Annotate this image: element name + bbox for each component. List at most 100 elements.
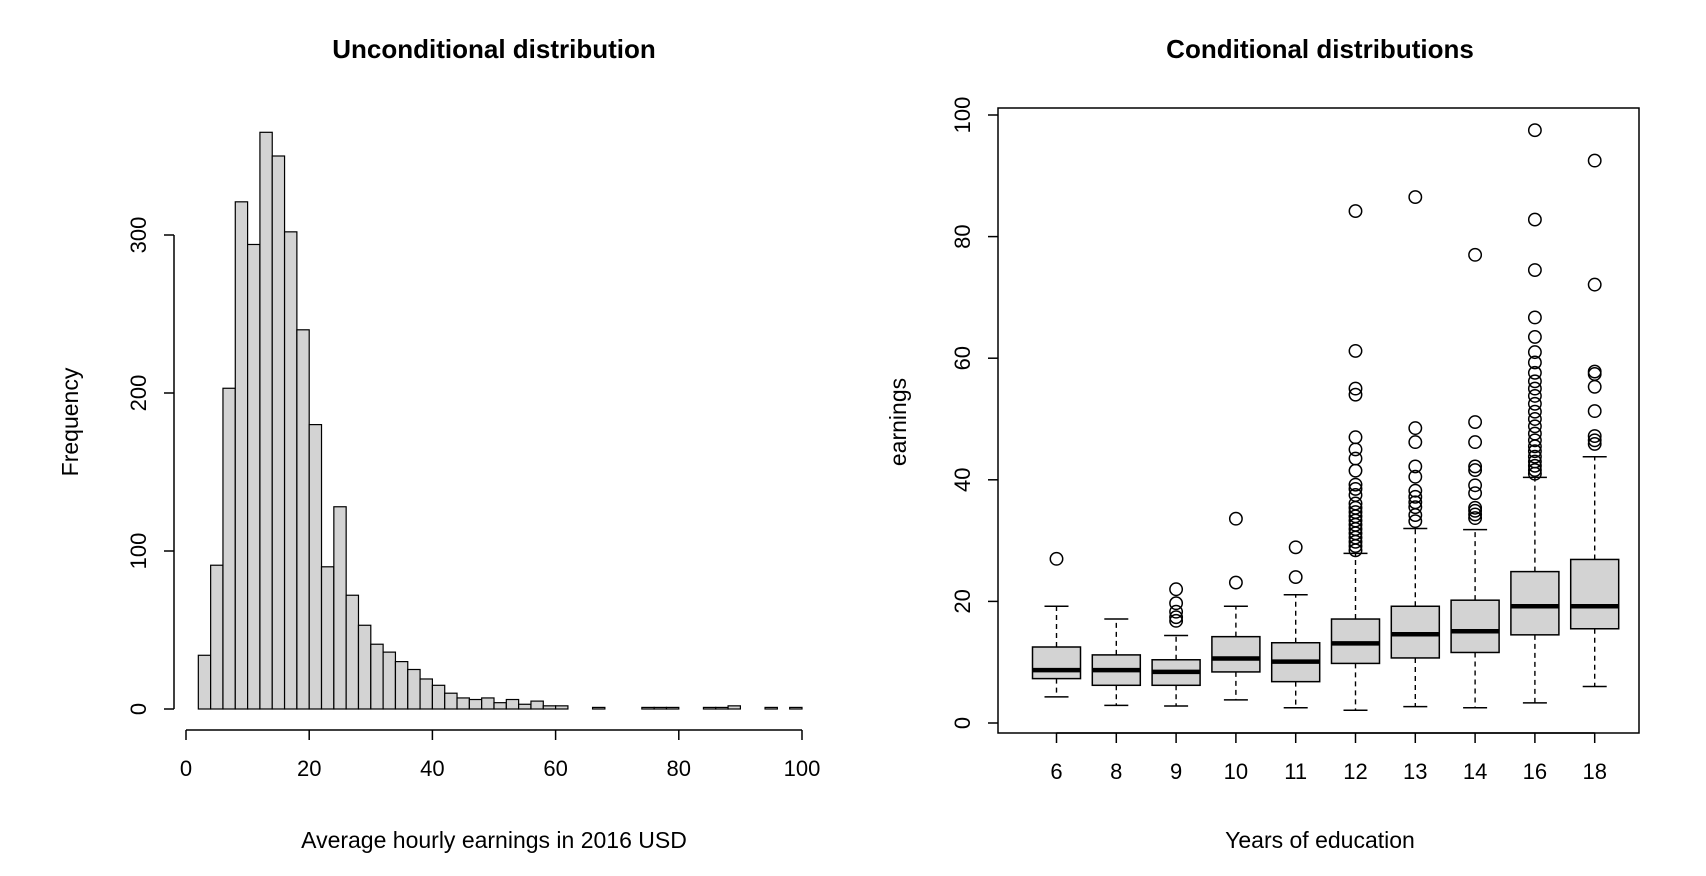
boxplot-outlier: [1587, 364, 1602, 379]
boxplot-outlier: [1527, 426, 1542, 441]
histogram-bar: [382, 651, 397, 710]
boxplot-outlier: [1468, 507, 1483, 522]
boxplot-box-group: [1569, 153, 1620, 688]
boxplot-outlier: [1527, 329, 1542, 344]
histogram-bar: [222, 387, 236, 710]
histogram-bar: [715, 706, 729, 710]
histogram-bar: [727, 705, 742, 710]
boxplot-outlier: [1527, 396, 1542, 411]
boxplot-outlier: [1527, 381, 1542, 396]
histogram-bar: [702, 706, 717, 710]
histogram-x-tick-label: 60: [543, 756, 567, 781]
histogram-bar: [764, 706, 778, 710]
histogram-bar: [345, 594, 360, 710]
boxplot-outlier: [1468, 459, 1483, 474]
histogram-bar: [247, 243, 261, 710]
boxplot-outlier: [1348, 463, 1363, 478]
boxplot-x-tick-label: 6: [1050, 759, 1062, 784]
boxplot-box-group: [1091, 618, 1142, 707]
histogram-y-tick-label: 0: [126, 703, 151, 715]
histogram-bar: [333, 506, 347, 710]
histogram-bar: [505, 698, 520, 710]
histogram-bar: [444, 692, 458, 710]
boxplot-outlier: [1587, 153, 1602, 168]
boxplot-box: [1031, 646, 1082, 680]
histogram-bar: [320, 566, 335, 710]
boxplot-outlier: [1527, 419, 1542, 434]
boxplot-x-tick-label: 14: [1463, 759, 1487, 784]
boxplot-outlier: [1527, 355, 1542, 370]
boxplot-y-tick-label: 20: [950, 589, 975, 613]
histogram-y-tick-label: 100: [126, 533, 151, 570]
histogram-x-tick-label: 0: [180, 756, 192, 781]
boxplot-outlier: [1408, 469, 1423, 484]
boxplot-box-group: [1510, 123, 1560, 704]
boxplot-outlier: [1527, 463, 1542, 478]
histogram-y-axis: 0 100 200 300: [126, 217, 175, 715]
boxplot-outlier: [1587, 436, 1602, 451]
boxplot-box-group: [1330, 204, 1381, 711]
histogram-bar: [234, 201, 249, 710]
histogram-bar: [789, 706, 803, 710]
histogram-x-axis: 0 20 40 60 80 100: [180, 729, 821, 781]
histogram-bar: [271, 155, 286, 710]
boxplot-outlier: [1348, 387, 1363, 402]
boxplot-outlier: [1527, 345, 1542, 360]
boxplot-outlier: [1527, 365, 1542, 380]
boxplot-outlier: [1408, 514, 1423, 529]
histogram-x-tick-label: 40: [420, 756, 444, 781]
boxplot-outlier: [1408, 190, 1423, 205]
boxplot-x-tick-label: 18: [1582, 759, 1606, 784]
boxplot-box-group: [1211, 511, 1261, 701]
boxplot-x-tick-label: 10: [1224, 759, 1248, 784]
histogram-bar: [456, 697, 470, 710]
boxplot-x-tick-label: 13: [1403, 759, 1427, 784]
histogram-bar: [542, 705, 557, 710]
histogram-bar: [665, 706, 680, 710]
boxplot-outlier: [1408, 421, 1423, 436]
histogram-x-tick-label: 20: [297, 756, 321, 781]
boxplot-outlier: [1468, 247, 1483, 262]
histogram-bar: [296, 329, 310, 710]
boxplot-outlier: [1348, 343, 1363, 358]
boxplot-outlier: [1348, 442, 1363, 457]
boxplot-outlier: [1587, 404, 1602, 419]
histogram-bars: [197, 131, 803, 710]
boxplot-outlier: [1169, 604, 1184, 619]
boxplot-x-axis: 6 8 9 10 11 12 13 14 16 18: [1050, 732, 1607, 784]
boxplot-x-tick-label: 9: [1170, 759, 1182, 784]
boxplot-outlier: [1169, 613, 1184, 628]
boxplot-outlier: [1288, 570, 1303, 585]
boxplot-x-tick-label: 11: [1284, 759, 1307, 784]
histogram-bar: [481, 697, 495, 710]
boxplot-outlier: [1527, 404, 1542, 419]
histogram-y-tick-label: 200: [126, 375, 151, 412]
histogram-bar: [431, 684, 446, 710]
histogram-x-tick-label: 100: [784, 756, 821, 781]
boxplot-x-tick-label: 8: [1110, 759, 1122, 784]
boxplot-outlier: [1527, 444, 1542, 459]
histogram-x-tick-label: 80: [667, 756, 691, 781]
histogram-y-label: Frequency: [57, 367, 83, 476]
boxplot-x-label: Years of education: [1225, 827, 1415, 853]
histogram-y-tick-label: 300: [126, 217, 151, 254]
boxplot-y-tick-label: 100: [950, 97, 975, 134]
boxplot-outlier: [1348, 451, 1363, 466]
boxplot-outlier: [1408, 483, 1423, 498]
boxplot-outlier: [1587, 433, 1602, 448]
histogram-bar: [407, 668, 421, 710]
boxplot-y-axis: 0 20 40 60 80 100: [950, 97, 998, 729]
boxplot-outlier: [1587, 277, 1602, 292]
boxplot-y-label: earnings: [885, 378, 911, 466]
boxplot-outlier: [1348, 505, 1363, 519]
boxplot-box: [1510, 570, 1560, 636]
histogram-bar: [653, 706, 668, 710]
histogram-bar: [210, 564, 224, 710]
boxplot-title: Conditional distributions: [1166, 34, 1474, 64]
histogram-bar: [259, 131, 273, 710]
boxplot-outlier: [1169, 610, 1184, 625]
boxplot-outlier: [1527, 123, 1542, 138]
boxplot-outlier: [1527, 454, 1542, 469]
boxplot-outlier: [1348, 481, 1363, 496]
boxplot-outlier: [1468, 435, 1483, 450]
